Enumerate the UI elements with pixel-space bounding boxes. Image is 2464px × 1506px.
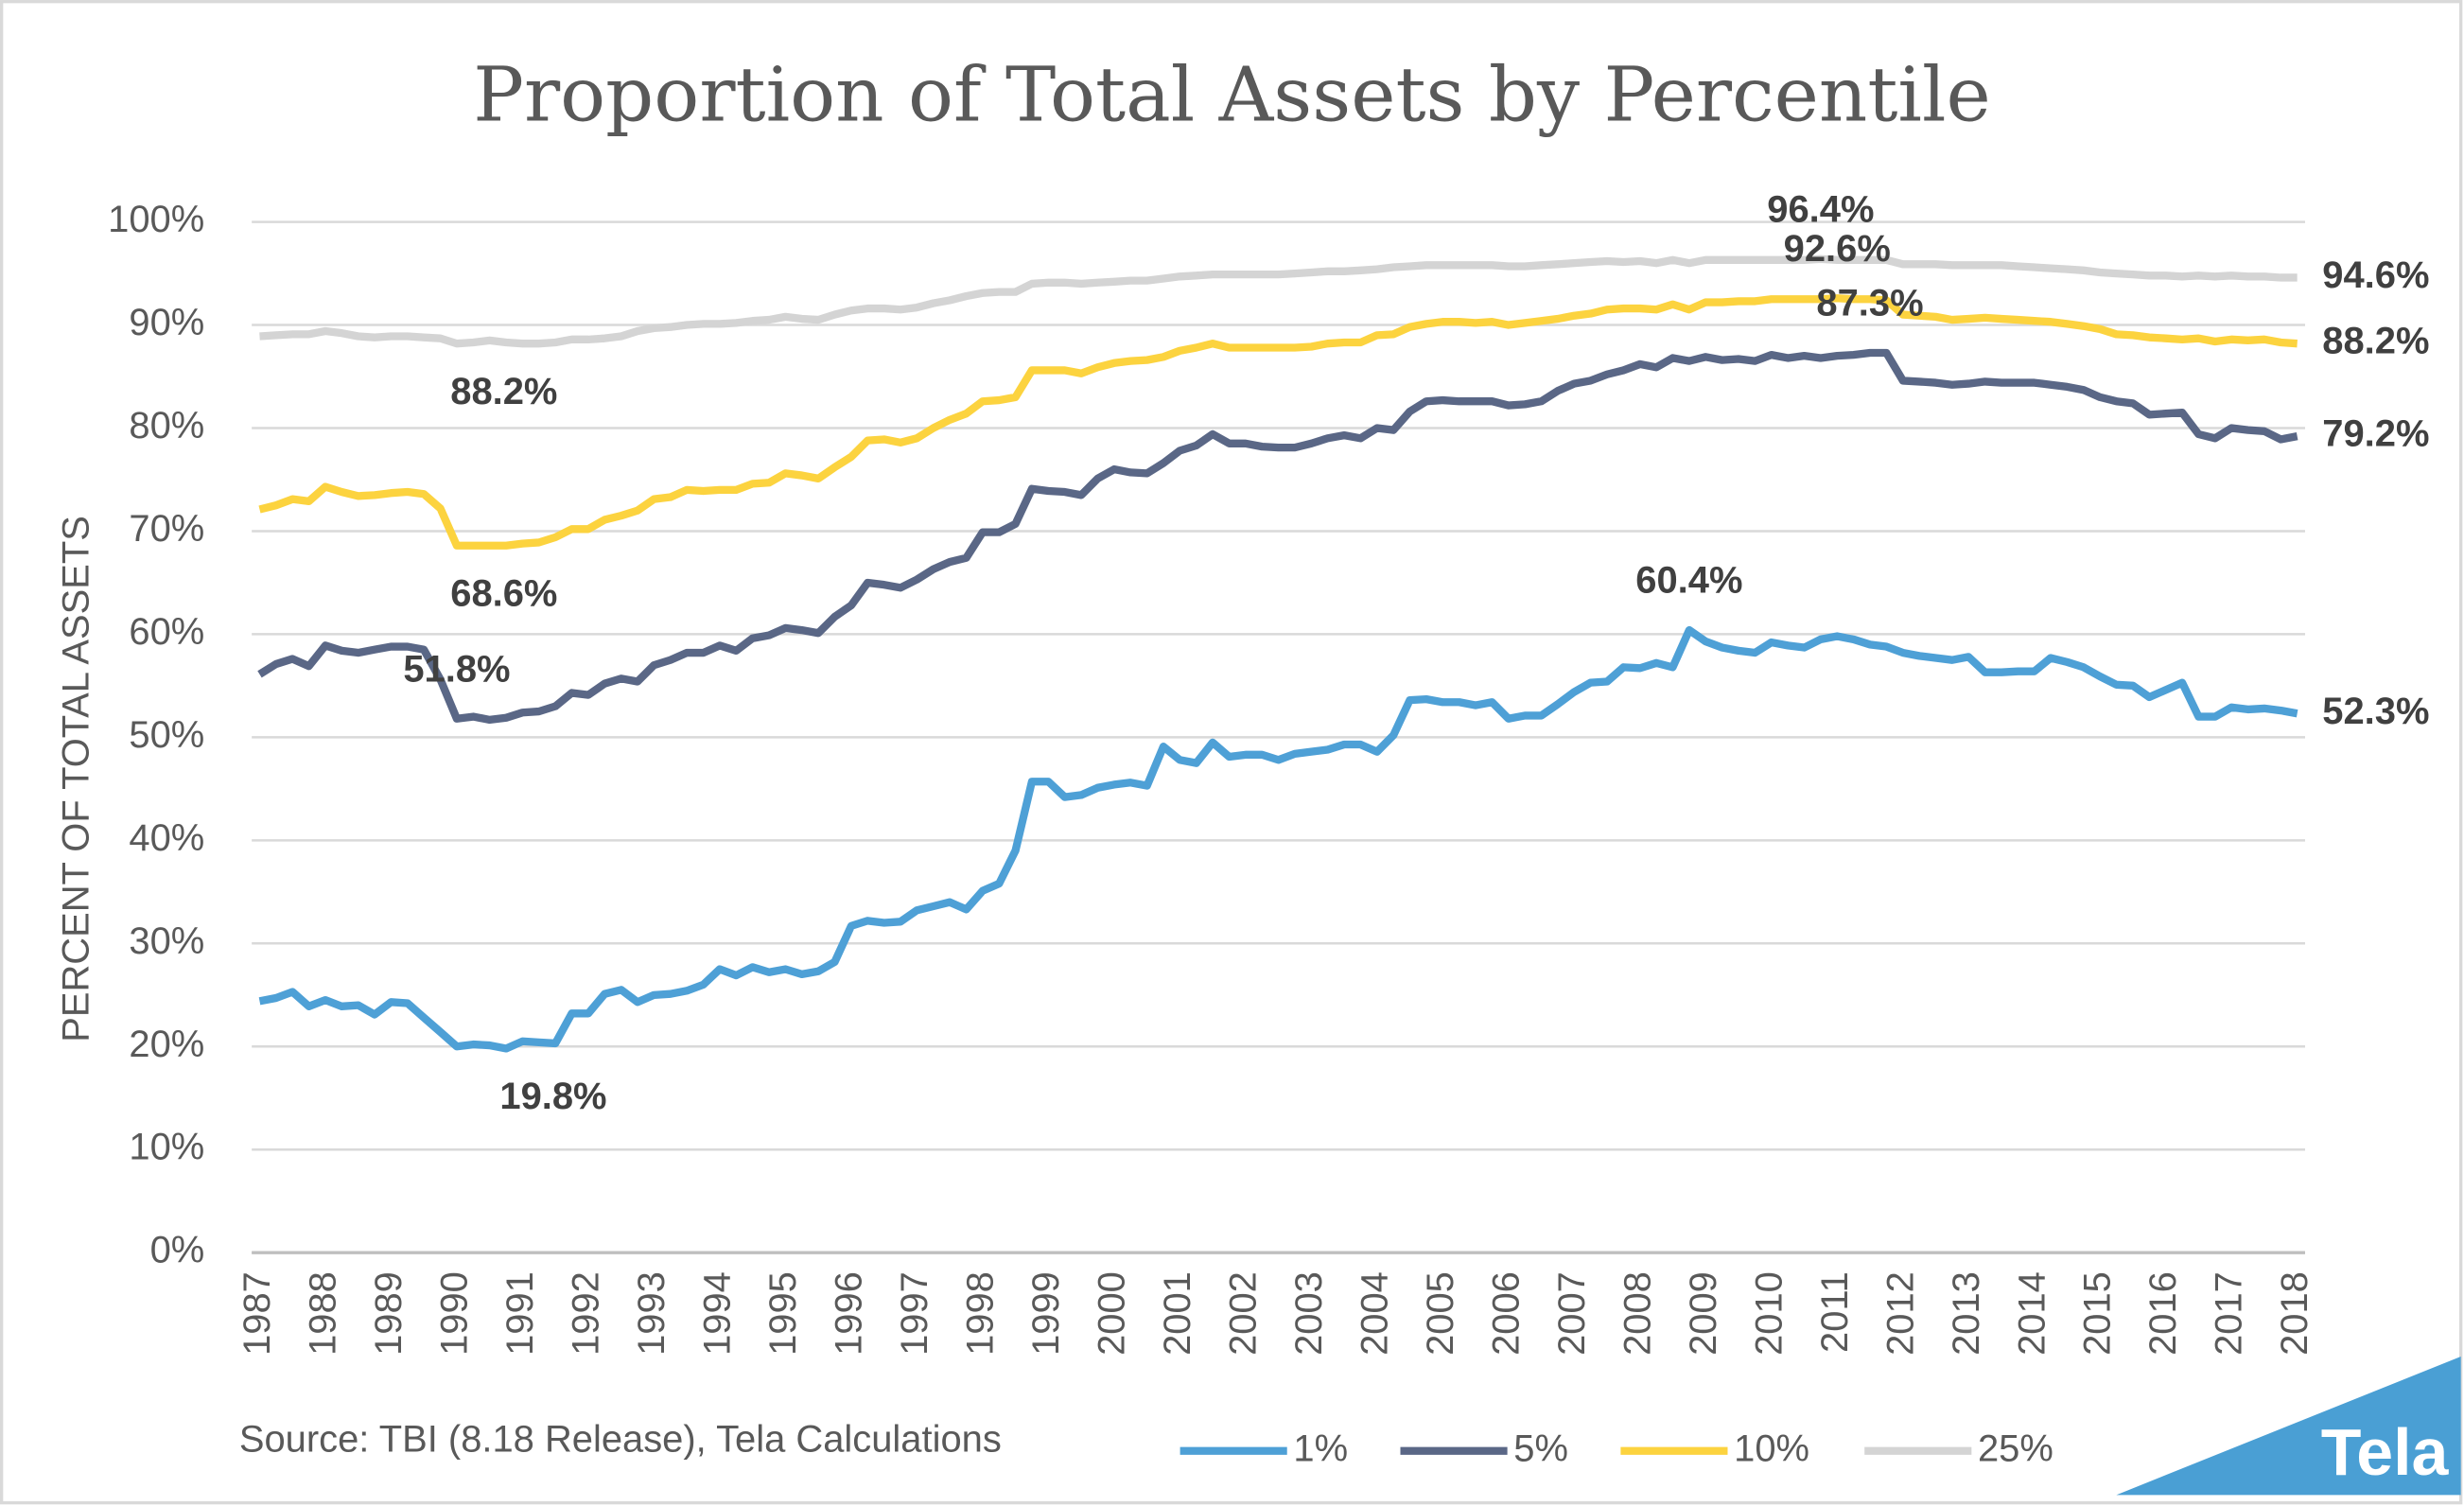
y-tick-label: 100% bbox=[108, 199, 204, 240]
x-tick-label: 2005 bbox=[1420, 1271, 1461, 1356]
data-label: 52.3% bbox=[2322, 691, 2429, 732]
data-label: 60.4% bbox=[1635, 560, 1742, 602]
series-line bbox=[257, 348, 2298, 725]
data-label: 94.6% bbox=[2322, 254, 2429, 296]
data-label: 88.2% bbox=[2322, 321, 2429, 362]
x-tick-label: 2018 bbox=[2274, 1271, 2315, 1356]
x-tick-label: 2003 bbox=[1288, 1271, 1330, 1356]
x-tick-label: 1997 bbox=[894, 1271, 935, 1356]
data-label: 96.4% bbox=[1767, 188, 1874, 230]
x-tick-label: 1993 bbox=[631, 1271, 673, 1356]
x-tick-label: 1991 bbox=[499, 1271, 541, 1356]
y-tick-label: 20% bbox=[129, 1024, 204, 1065]
data-label: 92.6% bbox=[1784, 228, 1891, 270]
data-label: 68.6% bbox=[450, 572, 557, 614]
logo-shape bbox=[2116, 1356, 2461, 1496]
series-line bbox=[258, 625, 2298, 1053]
x-tick-label: 2002 bbox=[1222, 1271, 1264, 1356]
data-label: 87.3% bbox=[1816, 283, 1923, 324]
legend-label: 1% bbox=[1293, 1427, 1348, 1469]
y-tick-label: 50% bbox=[129, 714, 204, 756]
logo: Tela bbox=[2321, 1415, 2450, 1489]
x-tick-label: 2014 bbox=[2011, 1271, 2053, 1356]
x-tick-label: 1995 bbox=[762, 1271, 804, 1356]
x-tick-label: 2011 bbox=[1814, 1271, 1856, 1353]
y-tick-label: 30% bbox=[129, 920, 204, 962]
x-tick-label: 2015 bbox=[2077, 1271, 2119, 1356]
x-tick-label: 1996 bbox=[828, 1271, 869, 1356]
y-tick-label: 70% bbox=[129, 508, 204, 550]
y-tick-label: 40% bbox=[129, 817, 204, 859]
y-tick-label: 0% bbox=[150, 1230, 205, 1271]
series-line bbox=[258, 294, 2298, 550]
x-tick-label: 2000 bbox=[1091, 1271, 1132, 1356]
x-tick-label: 1992 bbox=[565, 1271, 606, 1356]
x-tick-label: 2001 bbox=[1157, 1271, 1198, 1356]
legend-label: 5% bbox=[1513, 1427, 1568, 1469]
y-tick-label: 10% bbox=[129, 1127, 204, 1168]
x-tick-label: 2004 bbox=[1354, 1271, 1395, 1356]
legend-label: 25% bbox=[1978, 1427, 2053, 1469]
x-tick-label: 1987 bbox=[236, 1271, 278, 1356]
x-tick-label: 1988 bbox=[303, 1271, 344, 1356]
x-tick-label: 2013 bbox=[1946, 1271, 1987, 1356]
x-tick-label: 2009 bbox=[1683, 1271, 1724, 1356]
y-tick-label: 90% bbox=[129, 302, 204, 343]
x-tick-label: 2007 bbox=[1551, 1271, 1593, 1356]
data-label: 79.2% bbox=[2322, 413, 2429, 455]
x-tick-label: 2010 bbox=[1748, 1271, 1790, 1356]
data-label: 19.8% bbox=[499, 1076, 606, 1117]
x-tick-label: 1989 bbox=[368, 1271, 410, 1356]
legend-label: 10% bbox=[1734, 1427, 1809, 1469]
x-tick-label: 1998 bbox=[959, 1271, 1001, 1356]
x-tick-label: 2006 bbox=[1485, 1271, 1527, 1356]
y-tick-label: 80% bbox=[129, 405, 204, 447]
data-label: 88.2% bbox=[450, 371, 557, 412]
x-tick-label: 2017 bbox=[2209, 1271, 2250, 1356]
x-tick-label: 1999 bbox=[1025, 1271, 1067, 1356]
y-tick-label: 60% bbox=[129, 611, 204, 653]
x-tick-label: 1990 bbox=[433, 1271, 475, 1356]
x-tick-label: 1994 bbox=[696, 1271, 738, 1356]
series-line bbox=[259, 254, 2298, 348]
source-note: Source: TBI (8.18 Release), Tela Calcula… bbox=[239, 1418, 1002, 1460]
x-tick-label: 2008 bbox=[1616, 1271, 1658, 1356]
x-tick-label: 2012 bbox=[1879, 1271, 1921, 1356]
chart-title: Proportion of Total Assets by Percentile bbox=[473, 50, 1990, 138]
data-label: 51.8% bbox=[403, 648, 510, 690]
x-tick-label: 2016 bbox=[2142, 1271, 2184, 1356]
y-axis-label: PERCENT OF TOTAL ASSETS bbox=[56, 516, 97, 1042]
